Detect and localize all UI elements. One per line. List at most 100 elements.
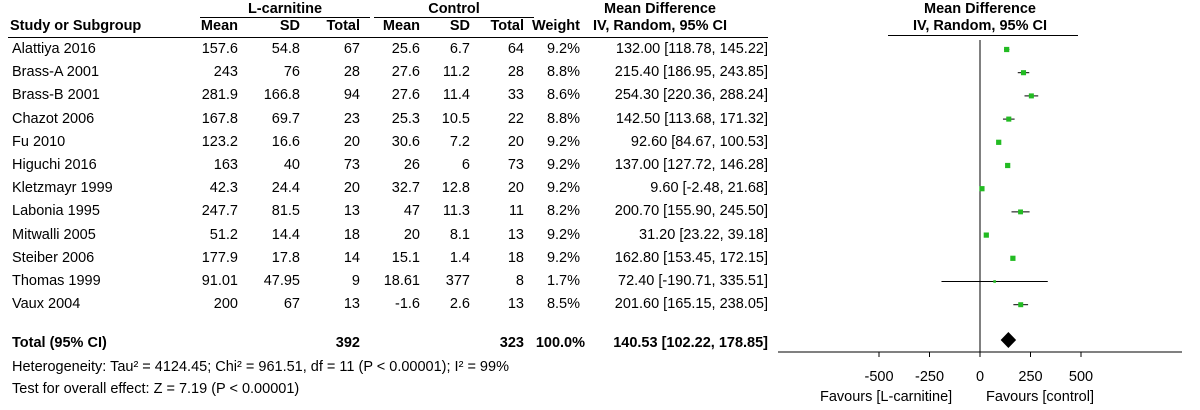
study-name: Labonia 1995 (12, 203, 100, 220)
sd2-cell: 6 (461, 157, 470, 173)
study-name: Kletzmayr 1999 (12, 180, 113, 197)
mean2-cell: 25.3 (391, 110, 420, 127)
weight-cell: 8.8% (546, 110, 580, 127)
mean1-cell: 157.6 (201, 41, 238, 57)
group2-header: Control (428, 1, 480, 17)
md-ci-cell: 142.50 [113.68, 171.32] (615, 110, 768, 127)
md-ci-cell: 215.40 [186.95, 243.85] (614, 64, 768, 81)
mean2-cell: 20 (403, 226, 420, 243)
md-ci-cell: 132.00 [118.78, 145.22] (615, 41, 768, 57)
total2-cell: 20 (507, 180, 524, 197)
total1-cell: 23 (343, 110, 360, 127)
total-weight: 100.0% (535, 335, 585, 351)
weight-cell: 9.2% (546, 157, 580, 173)
mean1-cell: 51.2 (209, 226, 238, 243)
mean2-cell: 30.6 (391, 133, 420, 150)
weight-cell: 8.5% (546, 296, 580, 313)
x-tick-label: 250 (1018, 369, 1042, 385)
mean2-cell: 15.1 (391, 249, 420, 266)
study-marker (1020, 70, 1027, 76)
study-name: Steiber 2006 (12, 249, 95, 266)
group1-header: L-carnitine (247, 1, 323, 17)
study-name: Fu 2010 (12, 133, 66, 150)
weight-cell: 8.6% (546, 87, 580, 104)
table-header-rule (8, 37, 768, 38)
total2-cell: 73 (507, 157, 524, 173)
total1-cell: 9 (351, 273, 360, 289)
pooled-diamond (1000, 332, 1017, 348)
weight-cell: 9.2% (546, 226, 580, 243)
sd1-cell: 76 (283, 64, 300, 81)
study-marker (1018, 209, 1023, 215)
total1-cell: 18 (343, 226, 360, 243)
col-sd1: SD (279, 18, 300, 34)
study-name: Brass-B 2001 (12, 87, 100, 104)
sd2-cell: 10.5 (441, 110, 470, 127)
sd1-cell: 67 (283, 296, 300, 313)
weight-cell: 1.7% (546, 273, 580, 289)
total1-cell: 20 (343, 133, 360, 150)
mean2-cell: -1.6 (395, 296, 420, 313)
plot-header-title: Mean Difference (923, 1, 1036, 17)
md-ci-cell: 9.60 [-2.48, 21.68] (650, 180, 768, 197)
total2-cell: 13 (507, 296, 524, 313)
mean1-cell: 42.3 (209, 180, 238, 197)
sd2-cell: 7.2 (449, 133, 470, 150)
sd1-cell: 16.6 (271, 133, 300, 150)
sd1-cell: 47.95 (263, 273, 300, 289)
total2-cell: 18 (507, 249, 524, 266)
mean1-cell: 163 (213, 157, 238, 173)
total1-cell: 13 (343, 203, 360, 220)
study-name: Chazot 2006 (12, 110, 95, 127)
md-header-title: Mean Difference (603, 1, 716, 17)
total1-cell: 28 (343, 64, 360, 81)
study-marker (1006, 116, 1012, 122)
md-header-subtitle: IV, Random, 95% CI (592, 18, 728, 34)
sd2-cell: 377 (445, 273, 470, 289)
x-tick-label: -500 (864, 369, 893, 385)
md-ci-cell: 201.60 [165.15, 238.05] (614, 296, 768, 313)
study-marker (996, 139, 1002, 145)
sd2-cell: 11.3 (442, 203, 470, 220)
md-ci-cell: 254.30 [220.36, 288.24] (614, 87, 768, 104)
mean2-cell: 27.6 (391, 64, 420, 81)
sd1-cell: 40 (283, 157, 300, 173)
md-ci-cell: 137.00 [127.72, 146.28] (614, 157, 768, 173)
col-weight: Weight (531, 18, 580, 34)
mean1-cell: 177.9 (201, 249, 238, 266)
md-ci-cell: 162.80 [153.45, 172.15] (614, 249, 768, 266)
weight-cell: 9.2% (546, 133, 580, 150)
study-name: Mitwalli 2005 (12, 226, 96, 243)
total2-cell: 22 (507, 110, 524, 127)
plot-header-subtitle: IV, Random, 95% CI (912, 18, 1048, 34)
mean1-cell: 123.2 (201, 133, 238, 150)
plot-header-underline (888, 35, 1078, 36)
study-marker (1004, 46, 1010, 53)
sd1-cell: 166.8 (263, 87, 300, 104)
sd2-cell: 11.4 (442, 87, 470, 104)
sd2-cell: 11.2 (442, 64, 470, 81)
mean2-cell: 25.6 (391, 41, 420, 57)
favours-left-label: Favours [L-carnitine] (820, 389, 953, 405)
weight-cell: 9.2% (546, 249, 580, 266)
sd2-cell: 8.1 (449, 226, 470, 243)
sd2-cell: 1.4 (449, 249, 470, 266)
weight-cell: 8.2% (546, 203, 580, 220)
mean2-cell: 32.7 (391, 180, 420, 197)
sd1-cell: 24.4 (271, 180, 300, 197)
study-marker (1028, 93, 1034, 99)
x-tick-label: 500 (1069, 369, 1093, 385)
mean1-cell: 200 (213, 296, 238, 313)
total2-cell: 13 (507, 226, 524, 243)
x-tick-label: -250 (915, 369, 944, 385)
sd1-cell: 17.8 (271, 249, 300, 266)
mean1-cell: 91.01 (201, 273, 238, 289)
sd1-cell: 54.8 (271, 41, 300, 57)
weight-cell: 9.2% (546, 41, 580, 57)
total1-cell: 20 (343, 180, 360, 197)
col-total1: Total (326, 18, 360, 34)
mean2-cell: 27.6 (391, 87, 420, 104)
total-label: Total (95% CI) (12, 335, 107, 351)
study-name: Higuchi 2016 (12, 157, 97, 173)
